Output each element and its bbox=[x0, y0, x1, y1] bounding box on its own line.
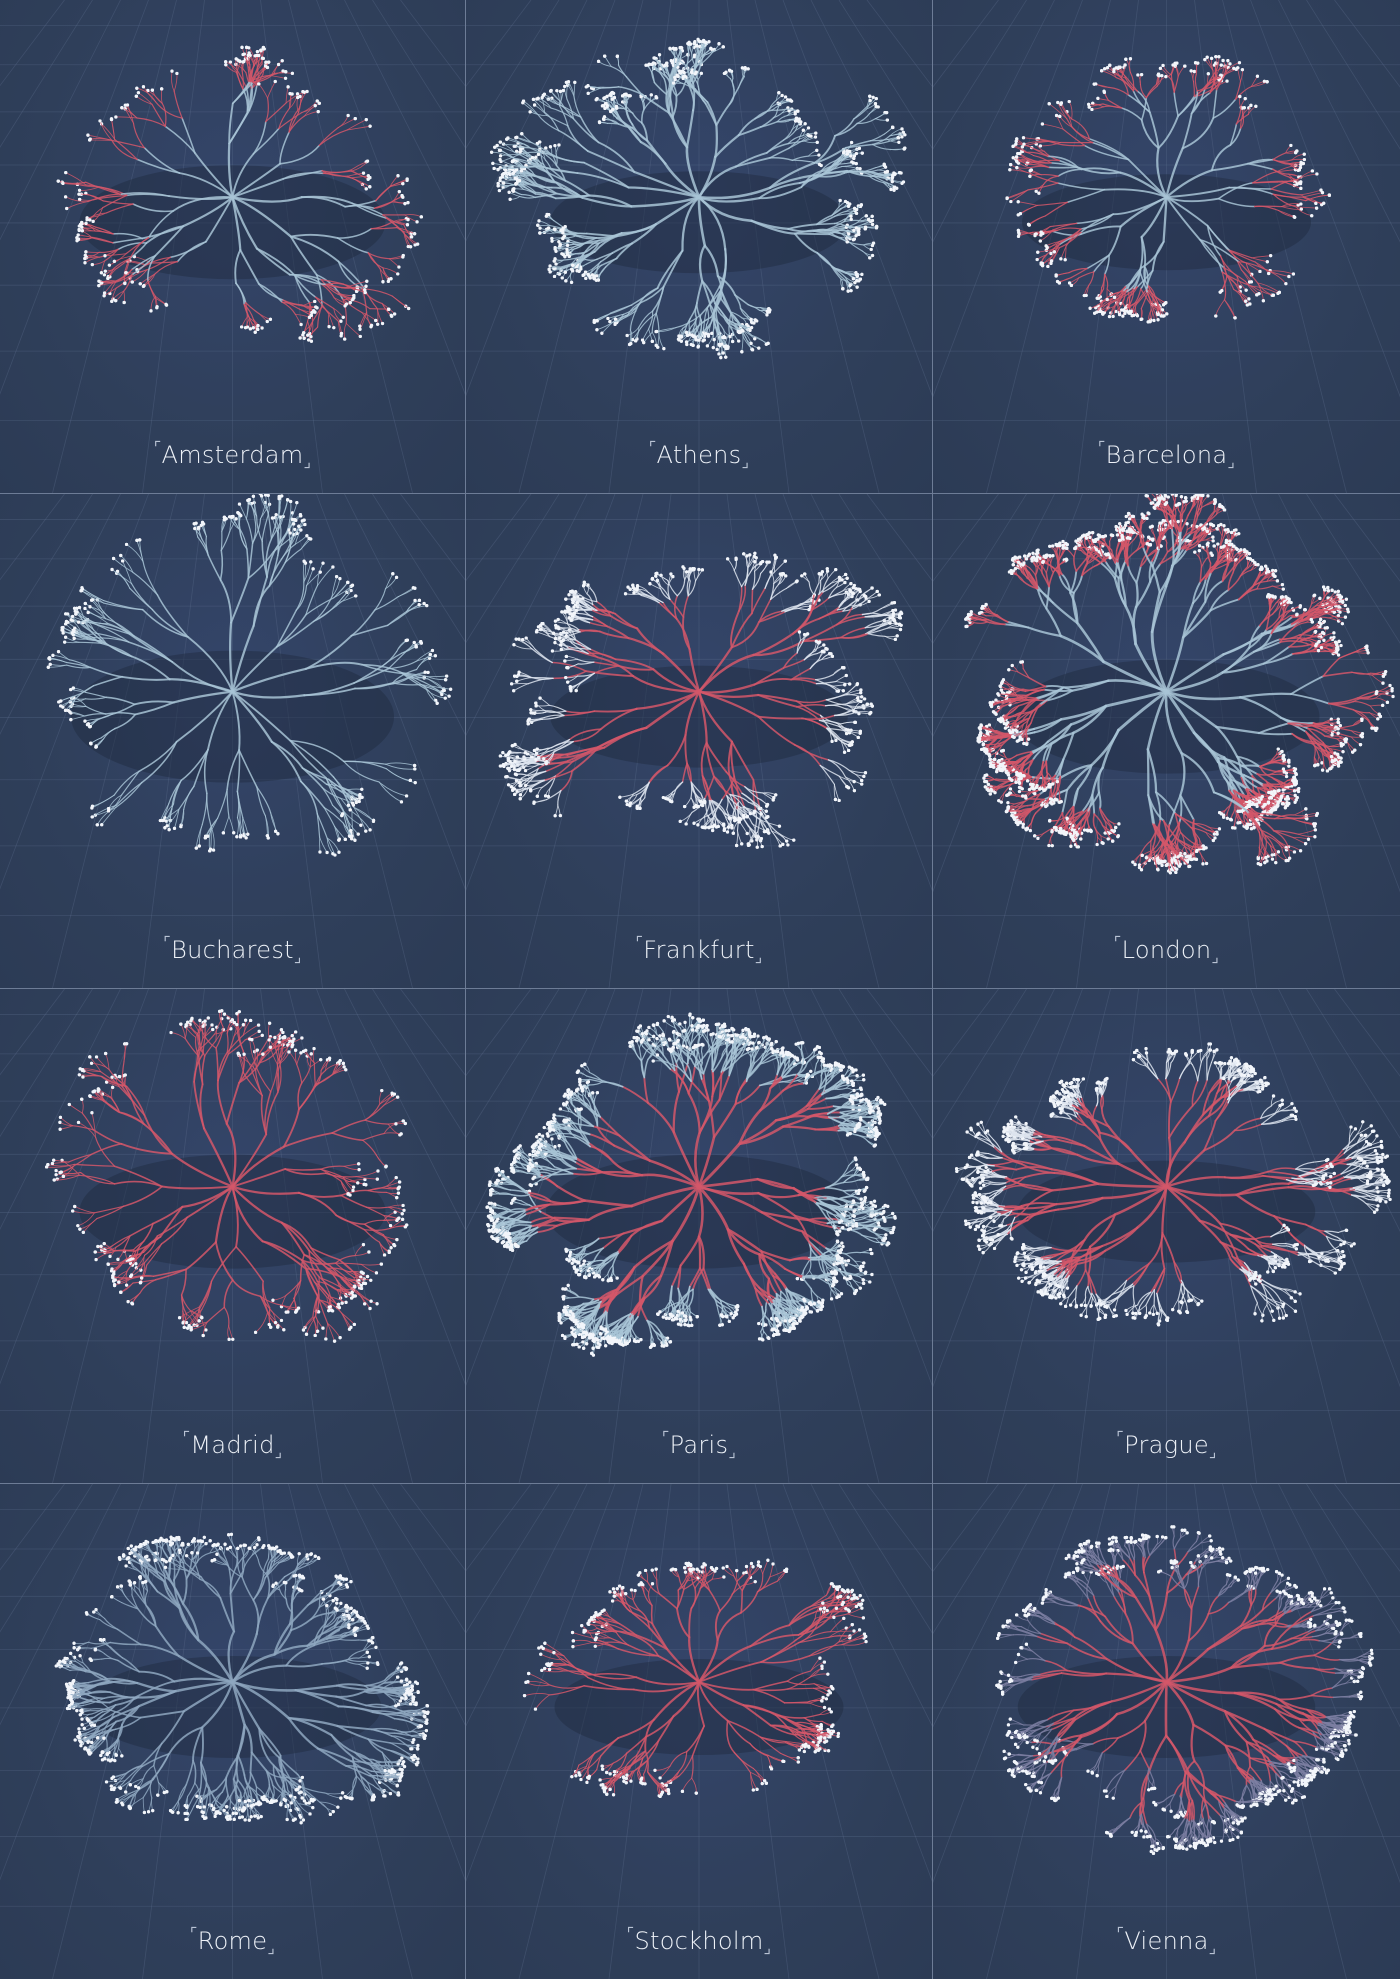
city-tile-vienna: ⌜Vienna⌟ bbox=[933, 1484, 1400, 1979]
network-illustration bbox=[466, 1484, 932, 1979]
network-illustration bbox=[0, 0, 465, 493]
network-illustration bbox=[466, 494, 932, 988]
network-illustration bbox=[466, 0, 932, 493]
network-illustration bbox=[933, 1484, 1400, 1979]
city-label: ⌜Madrid⌟ bbox=[0, 1428, 465, 1461]
city-label: ⌜Amsterdam⌟ bbox=[0, 438, 465, 471]
city-tile-prague: ⌜Prague⌟ bbox=[933, 989, 1400, 1484]
network-illustration bbox=[466, 989, 932, 1483]
city-label: ⌜Athens⌟ bbox=[466, 438, 932, 471]
city-tile-madrid: ⌜Madrid⌟ bbox=[0, 989, 466, 1484]
city-tile-frankfurt: ⌜Frankfurt⌟ bbox=[466, 494, 933, 989]
city-tile-athens: ⌜Athens⌟ bbox=[466, 0, 933, 494]
city-tile-rome: ⌜Rome⌟ bbox=[0, 1484, 466, 1979]
city-tile-barcelona: ⌜Barcelona⌟ bbox=[933, 0, 1400, 494]
city-label: ⌜Vienna⌟ bbox=[933, 1924, 1400, 1957]
city-tile-amsterdam: ⌜Amsterdam⌟ bbox=[0, 0, 466, 494]
network-illustration bbox=[933, 0, 1400, 493]
city-label: ⌜Prague⌟ bbox=[933, 1428, 1400, 1461]
network-illustration bbox=[0, 1484, 465, 1979]
city-label: ⌜Rome⌟ bbox=[0, 1924, 465, 1957]
city-tile-paris: ⌜Paris⌟ bbox=[466, 989, 933, 1484]
city-label: ⌜Paris⌟ bbox=[466, 1428, 932, 1461]
network-illustration bbox=[933, 494, 1400, 988]
network-illustration bbox=[0, 989, 465, 1483]
city-tile-london: ⌜London⌟ bbox=[933, 494, 1400, 989]
city-label: ⌜London⌟ bbox=[933, 933, 1400, 966]
city-tile-bucharest: ⌜Bucharest⌟ bbox=[0, 494, 466, 989]
city-label: ⌜Bucharest⌟ bbox=[0, 933, 465, 966]
city-label: ⌜Barcelona⌟ bbox=[933, 438, 1400, 471]
city-label: ⌜Frankfurt⌟ bbox=[466, 933, 932, 966]
network-illustration bbox=[0, 494, 465, 988]
network-illustration bbox=[933, 989, 1400, 1483]
city-tile-stockholm: ⌜Stockholm⌟ bbox=[466, 1484, 933, 1979]
city-label: ⌜Stockholm⌟ bbox=[466, 1924, 932, 1957]
